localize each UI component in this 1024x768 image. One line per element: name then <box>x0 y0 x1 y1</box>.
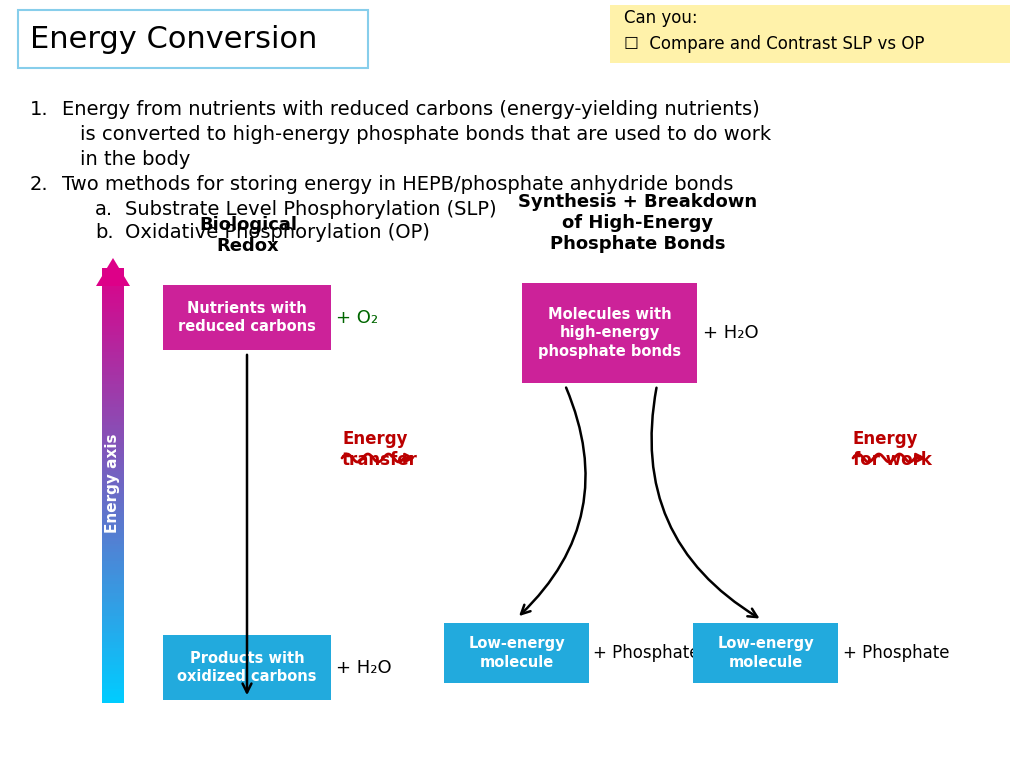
Text: + Phosphate: + Phosphate <box>843 644 949 662</box>
Text: Energy
for work: Energy for work <box>853 430 932 468</box>
Text: Energy Conversion: Energy Conversion <box>30 25 317 54</box>
Text: a.: a. <box>95 200 113 219</box>
FancyBboxPatch shape <box>18 10 368 68</box>
Text: Substrate Level Phosphorylation (SLP): Substrate Level Phosphorylation (SLP) <box>125 200 497 219</box>
Text: is converted to high-energy phosphate bonds that are used to do work: is converted to high-energy phosphate bo… <box>80 125 771 144</box>
Polygon shape <box>96 258 130 286</box>
Text: in the body: in the body <box>80 150 190 169</box>
FancyBboxPatch shape <box>163 285 331 350</box>
Text: 1.: 1. <box>30 100 48 119</box>
Text: Molecules with
high-energy
phosphate bonds: Molecules with high-energy phosphate bon… <box>538 307 681 359</box>
Text: Two methods for storing energy in HEPB/phosphate anhydride bonds: Two methods for storing energy in HEPB/p… <box>62 175 733 194</box>
Text: + Phosphate: + Phosphate <box>593 644 699 662</box>
Text: Synthesis + Breakdown
of High-Energy
Phosphate Bonds: Synthesis + Breakdown of High-Energy Pho… <box>518 194 758 253</box>
Text: Low-energy
molecule: Low-energy molecule <box>468 636 565 670</box>
FancyBboxPatch shape <box>444 623 589 683</box>
Text: + O₂: + O₂ <box>336 309 378 327</box>
Text: Biological
Redox: Biological Redox <box>199 217 297 255</box>
FancyBboxPatch shape <box>163 635 331 700</box>
Text: + H₂O: + H₂O <box>336 659 391 677</box>
Text: Can you:: Can you: <box>624 9 697 27</box>
Text: Energy axis: Energy axis <box>105 433 121 533</box>
Text: + H₂O: + H₂O <box>703 324 759 342</box>
FancyBboxPatch shape <box>610 5 1010 63</box>
Text: ☐  Compare and Contrast SLP vs OP: ☐ Compare and Contrast SLP vs OP <box>624 35 925 53</box>
Text: Energy
transfer: Energy transfer <box>342 430 418 468</box>
Text: b.: b. <box>95 223 114 242</box>
Text: Oxidative Phosphorylation (OP): Oxidative Phosphorylation (OP) <box>125 223 430 242</box>
Text: Nutrients with
reduced carbons: Nutrients with reduced carbons <box>178 301 316 334</box>
Text: Products with
oxidized carbons: Products with oxidized carbons <box>177 650 316 684</box>
Text: 2.: 2. <box>30 175 48 194</box>
Text: Low-energy
molecule: Low-energy molecule <box>717 636 814 670</box>
Text: Energy from nutrients with reduced carbons (energy-yielding nutrients): Energy from nutrients with reduced carbo… <box>62 100 760 119</box>
FancyBboxPatch shape <box>693 623 838 683</box>
FancyBboxPatch shape <box>522 283 697 383</box>
